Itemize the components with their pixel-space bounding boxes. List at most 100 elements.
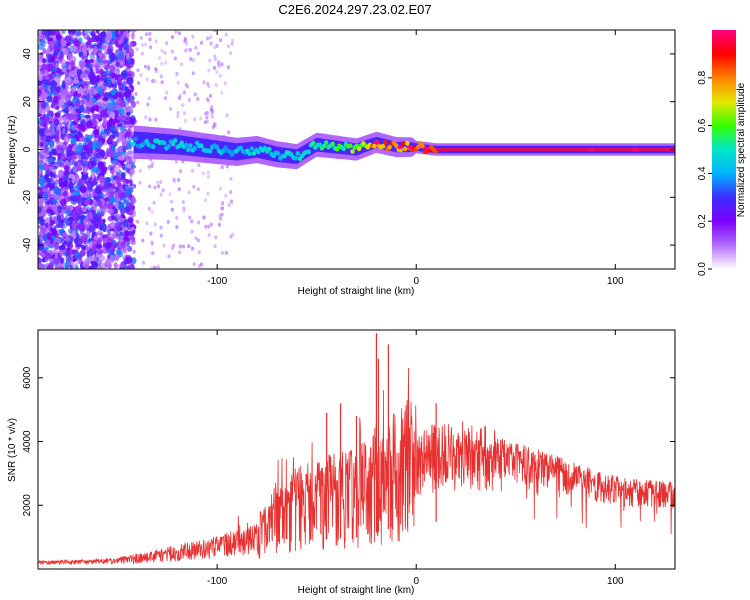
spectrogram-noise-cell — [86, 115, 92, 122]
spectrogram-noise-cell — [77, 161, 82, 171]
spectrogram-noise-cell — [229, 176, 233, 181]
spectrogram-noise-cell — [111, 215, 115, 221]
spectrogram-noise-cell — [209, 35, 213, 40]
spectrogram-noise-cell — [182, 208, 186, 213]
spectrogram-noise-cell — [72, 96, 80, 105]
spectrogram-noise-cell — [55, 129, 60, 136]
spectrogram-noise-cell — [148, 31, 152, 36]
spectrogram-y-tick-label: 40 — [22, 48, 33, 60]
spectrogram-noise-cell — [128, 123, 134, 128]
spectrogram-noise-cell — [169, 199, 174, 204]
spectrogram-noise-cell — [147, 206, 151, 211]
spectrogram-noise-cell — [109, 254, 115, 262]
spectrogram-noise-cell — [99, 38, 103, 45]
spectrogram-ridge-cell — [372, 143, 377, 149]
spectrogram-noise-cell — [229, 190, 233, 194]
spectrogram-ridge-cell — [192, 145, 198, 151]
spectrogram-noise-cell — [159, 74, 163, 79]
spectrogram-noise-cell — [191, 58, 195, 63]
spectrogram-noise-cell — [136, 68, 140, 73]
spectrogram-ridge-peak — [397, 145, 404, 149]
spectrogram-noise-cell — [194, 45, 198, 50]
spectrogram-noise-cell — [150, 164, 154, 169]
spectrogram-noise-cell — [155, 180, 160, 185]
spectrogram-noise-cell — [213, 30, 217, 33]
spectrogram-noise-cell — [191, 168, 195, 173]
spectrogram-noise-cell — [126, 131, 131, 139]
spectrogram-noise-cell — [187, 244, 191, 249]
spectrogram-noise-cell — [38, 30, 42, 37]
spectrogram-ridge-cell — [324, 140, 329, 146]
spectrogram-noise-cell — [57, 155, 61, 161]
spectrogram-noise-cell — [69, 185, 76, 193]
spectrogram-ridge-cell — [295, 151, 300, 156]
spectrogram-noise-cell — [119, 145, 123, 153]
spectrogram-noise-cell — [43, 115, 50, 123]
spectrogram-noise-cell — [83, 80, 91, 86]
spectrogram-noise-cell — [218, 73, 222, 78]
spectrogram-noise-cell — [92, 256, 97, 262]
spectrogram-noise-cell — [51, 227, 57, 237]
spectrogram-noise-cell — [106, 187, 113, 193]
spectrogram-noise-cell — [91, 243, 98, 248]
spectrogram-noise-cell — [38, 43, 45, 50]
spectrogram-noise-cell — [61, 232, 68, 237]
spectrogram-noise-cell — [43, 233, 47, 241]
spectrogram-noise-cell — [88, 241, 93, 248]
spectrogram-ridge-cell — [199, 143, 204, 149]
spectrogram-noise-cell — [38, 80, 42, 86]
colorbar-gradient — [712, 30, 736, 269]
spectrogram-noise-cell — [174, 30, 178, 34]
spectrogram-noise-cell — [85, 189, 92, 198]
spectrogram-noise-cell — [100, 166, 108, 172]
spectrogram-noise-cell — [50, 104, 55, 108]
spectrogram-noise-cell — [122, 226, 126, 233]
spectrogram-noise-cell — [154, 117, 158, 122]
spectrogram-noise-cell — [210, 115, 214, 120]
spectrogram-noise-cell — [49, 251, 53, 258]
spectrogram-noise-cell — [119, 109, 125, 116]
spectrogram-noise-cell — [45, 31, 50, 40]
spectrogram-noise-cell — [77, 259, 82, 265]
spectrogram-noise-cell — [48, 129, 55, 137]
spectrogram-noise-cell — [48, 162, 54, 168]
spectrogram-noise-cell — [120, 120, 127, 125]
spectrogram-noise-cell — [123, 199, 130, 205]
spectrogram-noise-cell — [210, 104, 214, 109]
spectrogram-noise-cell — [94, 93, 101, 101]
spectrogram-ridge-cell — [381, 143, 386, 149]
spectrogram-ridge-cell — [293, 155, 298, 161]
spectrogram-ridge-cell — [321, 143, 327, 149]
spectrogram-noise-cell — [94, 216, 99, 224]
spectrogram-noise-cell — [83, 199, 90, 206]
spectrogram-noise-cell — [212, 66, 217, 70]
spectrogram-noise-cell — [181, 103, 185, 108]
spectrogram-noise-cell — [108, 41, 115, 46]
spectrogram-noise-cell — [117, 201, 125, 210]
spectrogram-noise-cell — [200, 40, 204, 45]
spectrogram-noise-cell — [175, 225, 179, 230]
spectrogram-noise-cell — [67, 105, 74, 112]
spectrogram-noise-cell — [84, 76, 90, 81]
spectrogram-noise-cell — [38, 89, 42, 97]
spectrogram-noise-cell — [177, 187, 181, 192]
spectrogram-noise-cell — [64, 76, 72, 84]
spectrogram-noise-cell — [148, 184, 152, 189]
spectrogram-noise-cell — [74, 30, 81, 36]
spectrogram-noise-cell — [52, 95, 59, 104]
spectrogram-noise-cell — [208, 93, 212, 98]
spectrogram-noise-cell — [58, 52, 64, 62]
spectrogram-noise-cell — [176, 114, 180, 119]
spectrogram-noise-cell — [95, 152, 103, 159]
spectrogram-noise-cell — [99, 224, 104, 230]
spectrogram-noise-cell — [81, 54, 85, 60]
snr-y-tick-label: 4000 — [22, 430, 33, 453]
spectrogram-noise-cell — [97, 237, 102, 245]
spectrogram-noise-cell — [134, 119, 138, 124]
spectrogram-noise-cell — [86, 97, 90, 103]
spectrogram-ridge-cell — [267, 146, 272, 152]
spectrogram-noise-cell — [43, 192, 49, 201]
spectrogram-noise-cell — [87, 161, 95, 170]
spectrogram-noise-cell — [204, 224, 208, 229]
spectrogram-noise-cell — [175, 215, 179, 220]
